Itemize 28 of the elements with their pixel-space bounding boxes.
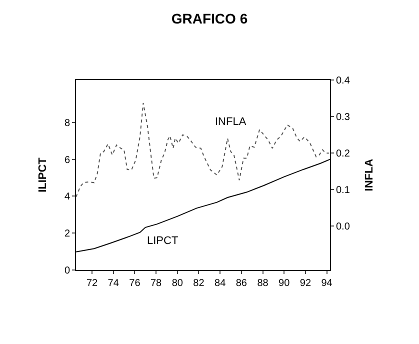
x-tick-label: 86 xyxy=(236,278,248,289)
y-tick-label: 6 xyxy=(64,154,70,166)
x-tick-label: 94 xyxy=(321,278,333,289)
x-tick-label: 84 xyxy=(214,278,226,289)
y-tick-label: 8 xyxy=(64,118,70,129)
y2-tick-label: 0.3 xyxy=(336,112,350,124)
chart-title: GRAFICO 6 xyxy=(171,10,248,27)
x-tick-label: 88 xyxy=(257,278,269,289)
y2-tick-label: 0.1 xyxy=(336,185,350,196)
y2-tick-label: 0.2 xyxy=(336,148,350,160)
x-tick-label: 80 xyxy=(172,278,184,289)
y2-axis-title: INFLA xyxy=(364,158,376,192)
x-tick-label: 90 xyxy=(278,278,290,289)
y2-tick-label: 0.0 xyxy=(336,222,350,233)
x-tick-label: 72 xyxy=(86,278,98,289)
series-label: LIPCT xyxy=(147,235,178,247)
y-tick-label: 2 xyxy=(64,228,70,240)
x-tick-label: 92 xyxy=(300,278,312,289)
series-label: INFLA xyxy=(215,116,247,128)
line-series xyxy=(76,102,330,198)
x-tick-label: 76 xyxy=(129,278,141,289)
y-axis-title: ILIPCT xyxy=(37,157,50,192)
x-tick-label: 74 xyxy=(108,278,120,289)
y-tick-label: 4 xyxy=(64,192,70,203)
y2-tick-label: 0.4 xyxy=(336,76,350,86)
x-tick-label: 82 xyxy=(193,278,205,289)
y-tick-label: 0 xyxy=(64,266,70,276)
x-tick-label: 78 xyxy=(150,278,162,289)
